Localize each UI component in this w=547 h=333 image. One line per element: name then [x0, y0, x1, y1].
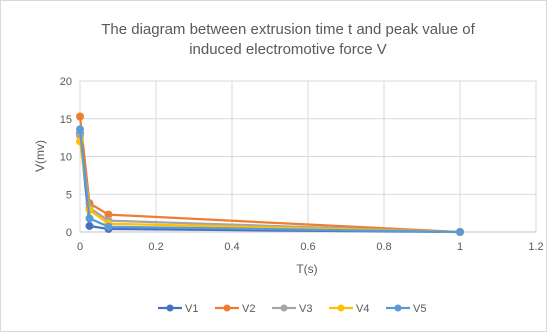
x-tick-label: 1 — [457, 241, 463, 253]
data-point-v2 — [76, 112, 84, 121]
legend-label-v1: V1 — [185, 303, 198, 315]
legend: V1 V2 V3 V4 V5 — [158, 303, 426, 315]
chart-title-line-2: induced electromotive force V — [189, 41, 387, 58]
x-tick-label: 0.8 — [376, 241, 391, 253]
series-line-v4 — [78, 141, 461, 234]
data-point-v5 — [85, 214, 94, 223]
series-line-v1 — [78, 133, 461, 234]
y-tick-label: 20 — [60, 76, 72, 88]
data-point-v5 — [456, 228, 464, 236]
series-line-v5 — [78, 129, 461, 234]
data-point-v1 — [85, 221, 94, 230]
series-line-v2 — [78, 116, 461, 234]
x-tick-label: 0.4 — [224, 241, 239, 253]
legend-label-v5: V5 — [413, 303, 426, 315]
series-line-v3 — [78, 135, 461, 234]
x-tick-label: 0.6 — [300, 241, 315, 253]
x-tick-label: 0 — [77, 241, 83, 253]
y-tick-label: 15 — [60, 114, 72, 126]
legend-label-v4: V4 — [356, 303, 369, 315]
series-lines — [76, 112, 464, 236]
tick-labels: 0 5 10 15 20 0 0.2 0.4 0.6 0.8 1 1.2 — [60, 76, 544, 253]
y-tick-label: 10 — [60, 152, 72, 164]
chart-title-line-1: The diagram between extrusion time t and… — [101, 21, 475, 38]
y-axis-label: V(mv) — [33, 140, 47, 172]
legend-label-v2: V2 — [242, 303, 255, 315]
legend-marker-v5 — [394, 304, 402, 312]
data-point-v5 — [76, 125, 84, 134]
legend-marker-v1 — [166, 304, 174, 312]
gridlines — [79, 80, 537, 233]
data-point-v5 — [104, 222, 113, 231]
legend-marker-v2 — [223, 304, 231, 312]
x-axis-label: T(s) — [296, 262, 317, 276]
y-tick-label: 0 — [66, 227, 72, 239]
legend-label-v3: V3 — [299, 303, 312, 315]
x-tick-label: 0.2 — [148, 241, 163, 253]
y-tick-label: 5 — [66, 189, 72, 201]
legend-marker-v4 — [337, 304, 345, 312]
legend-marker-v3 — [280, 304, 288, 312]
x-tick-label: 1.2 — [528, 241, 543, 253]
